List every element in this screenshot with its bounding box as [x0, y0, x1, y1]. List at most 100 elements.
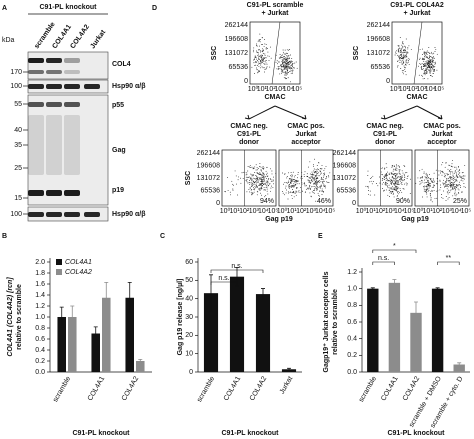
- event-dot: [258, 173, 260, 175]
- event-dot: [400, 58, 402, 59]
- event-dot: [315, 175, 317, 176]
- event-dot: [429, 178, 431, 180]
- event-dot: [390, 181, 392, 183]
- event-dot: [401, 182, 403, 184]
- event-dot: [381, 188, 383, 189]
- arrow: [244, 105, 276, 120]
- event-dot: [393, 168, 394, 170]
- event-dot: [432, 179, 434, 181]
- event-dot: [365, 185, 367, 187]
- event-dot: [383, 189, 385, 191]
- event-dot: [266, 180, 268, 182]
- event-dot: [263, 71, 265, 73]
- event-dot: [406, 62, 408, 64]
- event-dot: [375, 183, 377, 184]
- flow-x-label: Gag p19: [401, 216, 429, 223]
- event-dot: [451, 163, 453, 165]
- event-dot: [428, 57, 429, 59]
- event-dot: [402, 50, 404, 51]
- event-dot: [432, 186, 434, 188]
- event-dot: [304, 184, 306, 186]
- event-dot: [284, 187, 286, 189]
- event-dot: [257, 71, 259, 73]
- event-dot: [432, 53, 434, 55]
- event-dot: [267, 193, 269, 195]
- event-dot: [266, 66, 268, 68]
- event-dot: [445, 185, 447, 186]
- event-dot: [384, 176, 386, 178]
- event-dot: [294, 185, 296, 187]
- event-dot: [304, 191, 306, 193]
- y-axis-label: COL4A1 (COL4A2) [rcn]: [7, 277, 14, 357]
- event-dot: [402, 69, 404, 71]
- event-dot: [454, 176, 456, 178]
- event-dot: [311, 179, 313, 181]
- event-dot: [407, 57, 409, 59]
- event-dot: [433, 180, 435, 182]
- event-dot: [429, 59, 431, 61]
- event-dot: [377, 185, 379, 187]
- x-tick-label: COL4A2: [121, 375, 141, 402]
- event-dot: [313, 164, 314, 166]
- event-dot: [263, 173, 265, 175]
- event-dot: [458, 172, 460, 174]
- event-dot: [260, 61, 261, 62]
- event-dot: [391, 173, 393, 175]
- event-dot: [293, 176, 295, 178]
- flow-x-tick: 10¹: [257, 86, 268, 93]
- bar: [229, 276, 245, 372]
- event-dot: [403, 55, 405, 57]
- event-dot: [452, 166, 454, 168]
- event-dot: [425, 54, 426, 56]
- event-dot: [261, 186, 263, 188]
- event-dot: [434, 47, 436, 48]
- event-dot: [268, 185, 269, 186]
- event-dot: [383, 175, 385, 177]
- event-dot: [447, 173, 449, 175]
- event-dot: [389, 187, 391, 189]
- event-dot: [270, 57, 272, 59]
- event-dot: [322, 179, 324, 181]
- event-dot: [286, 176, 288, 177]
- event-dot: [261, 55, 263, 57]
- event-dot: [405, 49, 406, 51]
- event-dot: [458, 173, 460, 175]
- event-dot: [403, 51, 405, 53]
- flow-y-tick: 65536: [229, 64, 249, 71]
- event-dot: [256, 69, 258, 70]
- event-dot: [457, 185, 459, 187]
- event-dot: [453, 187, 455, 189]
- event-dot: [286, 49, 288, 51]
- event-dot: [247, 166, 249, 167]
- event-dot: [288, 63, 290, 65]
- event-dot: [398, 166, 400, 168]
- event-dot: [248, 189, 250, 191]
- event-dot: [395, 176, 397, 178]
- event-dot: [287, 182, 288, 184]
- event-dot: [267, 183, 269, 185]
- event-dot: [295, 190, 297, 192]
- event-dot: [450, 183, 452, 185]
- event-dot: [266, 190, 268, 192]
- event-dot: [433, 60, 434, 62]
- event-dot: [441, 170, 443, 172]
- event-dot: [455, 166, 457, 168]
- event-dot: [296, 177, 298, 179]
- event-dot: [398, 51, 400, 53]
- event-dot: [264, 39, 266, 41]
- event-dot: [403, 165, 405, 166]
- event-dot: [246, 172, 248, 174]
- event-dot: [426, 72, 428, 74]
- flow-x-tick: 10⁰: [356, 207, 367, 215]
- event-dot: [422, 78, 424, 80]
- event-dot: [324, 174, 326, 175]
- event-dot: [382, 178, 384, 180]
- event-dot: [312, 186, 314, 188]
- event-dot: [385, 173, 387, 174]
- event-dot: [232, 183, 234, 185]
- event-dot: [385, 183, 386, 185]
- event-dot: [390, 182, 392, 184]
- event-dot: [290, 175, 292, 177]
- bar: [136, 361, 145, 372]
- event-dot: [429, 65, 431, 67]
